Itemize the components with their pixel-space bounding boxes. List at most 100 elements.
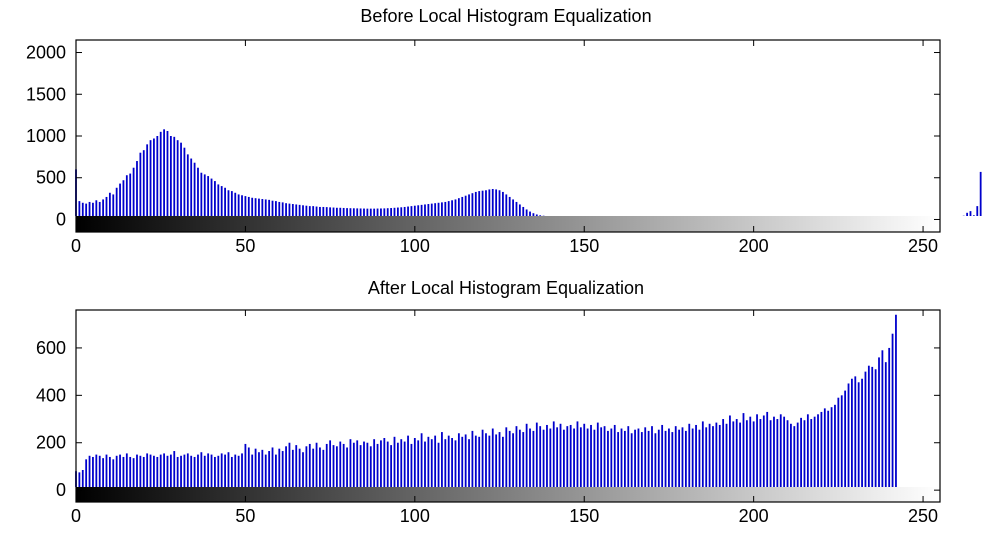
histogram-bar	[224, 454, 226, 487]
histogram-bar	[349, 439, 352, 487]
histogram-bar	[539, 426, 542, 487]
histogram-bar	[502, 191, 504, 216]
y-tick-label: 200	[36, 433, 66, 453]
x-tick-label: 50	[235, 506, 255, 526]
histogram-bar	[373, 208, 376, 216]
y-tick-label: 1000	[26, 126, 66, 146]
x-tick-label: 0	[71, 236, 81, 256]
histogram-bar	[729, 415, 731, 487]
histogram-bar	[424, 204, 426, 216]
histogram-bar	[176, 456, 179, 487]
histogram-bar	[153, 138, 155, 216]
histogram-bar	[532, 213, 535, 216]
histogram-bar	[546, 424, 548, 487]
histogram-bar	[871, 366, 874, 487]
histogram-bar	[169, 454, 172, 487]
histogram-bar	[701, 421, 704, 487]
histogram-bar	[830, 407, 833, 487]
histogram-bar	[305, 205, 308, 216]
histogram-bar	[529, 211, 531, 216]
histogram-bar	[430, 203, 433, 216]
histogram-bar	[102, 199, 105, 216]
histogram-bar	[142, 150, 145, 216]
histogram-bar	[678, 429, 681, 487]
histogram-bar	[454, 199, 457, 216]
histogram-bar	[505, 194, 508, 216]
histogram-bar	[373, 439, 376, 487]
histogram-bar	[197, 454, 199, 487]
histogram-bar	[156, 136, 159, 216]
histogram-bar	[529, 428, 531, 487]
histogram-bar	[745, 420, 748, 487]
histogram-bar	[566, 426, 569, 487]
histogram-bar	[488, 435, 491, 487]
histogram-bar	[512, 433, 514, 487]
histogram-bar	[159, 454, 162, 487]
histogram-bar	[810, 419, 813, 487]
histogram-bar	[271, 200, 274, 216]
histogram-bar	[329, 207, 332, 216]
axes-before: 0 50 100 150 200 250 0 500 1000 1500 2000	[26, 40, 940, 256]
histogram-bar	[417, 440, 420, 487]
histogram-bar	[180, 142, 182, 216]
histogram-bar	[485, 190, 487, 216]
histogram-bar	[861, 378, 863, 487]
histogram-bar	[451, 438, 453, 487]
histogram-bar	[820, 411, 823, 487]
histogram-bar	[173, 451, 176, 487]
histogram-bar	[332, 445, 335, 487]
histogram-bar	[732, 421, 735, 487]
histogram-bar	[227, 452, 230, 487]
histogram-bar	[122, 456, 125, 487]
histogram-bar	[844, 390, 847, 487]
plot-area-before	[76, 40, 940, 232]
histogram-bar	[366, 208, 369, 216]
histogram-bar	[332, 207, 335, 216]
histogram-bar	[393, 436, 396, 487]
histogram-bar	[407, 206, 409, 216]
histogram-bar	[200, 452, 203, 487]
histogram-bar	[288, 442, 291, 487]
histogram-bar	[420, 433, 423, 487]
histogram-bar	[718, 424, 721, 487]
histogram-bar	[380, 440, 382, 487]
histogram-bar	[275, 201, 277, 216]
histogram-bar	[461, 196, 464, 216]
histogram-bar	[386, 441, 389, 487]
histogram-bar	[827, 410, 830, 487]
histogram-bar	[98, 455, 101, 487]
y-tick-label: 0	[56, 209, 66, 229]
histogram-bar	[173, 136, 176, 216]
histogram-bar	[590, 424, 592, 487]
histogram-bar	[712, 426, 714, 487]
histogram-bar	[224, 187, 226, 216]
y-tick-label: 600	[36, 338, 66, 358]
histogram-bar	[481, 429, 484, 487]
histogram-bar	[749, 416, 752, 487]
y-tick-label: 0	[56, 480, 66, 500]
histogram-bar	[407, 435, 409, 487]
histogram-bar	[207, 453, 210, 487]
histogram-bar	[725, 423, 728, 487]
histogram-bar	[762, 415, 765, 487]
histogram-bar	[180, 455, 182, 487]
histogram-bar	[203, 174, 206, 216]
histogram-bar	[335, 207, 338, 216]
histogram-bar	[295, 204, 298, 216]
histogram-bar	[474, 191, 477, 216]
histogram-bar	[156, 456, 159, 487]
histogram-bar	[200, 172, 203, 216]
histogram-bar	[563, 429, 565, 487]
histogram-bar	[583, 423, 586, 487]
histogram-bar	[146, 453, 149, 487]
histogram-bar	[573, 428, 575, 487]
histogram-bar	[451, 200, 453, 216]
histogram-bar	[576, 421, 579, 487]
histogram-bar	[505, 427, 508, 487]
histogram-bar	[159, 131, 162, 216]
bars-before	[75, 129, 982, 216]
histogram-bar	[468, 439, 470, 487]
histogram-bar	[325, 207, 328, 216]
histogram-bar	[214, 181, 216, 216]
histogram-bar	[278, 201, 281, 216]
